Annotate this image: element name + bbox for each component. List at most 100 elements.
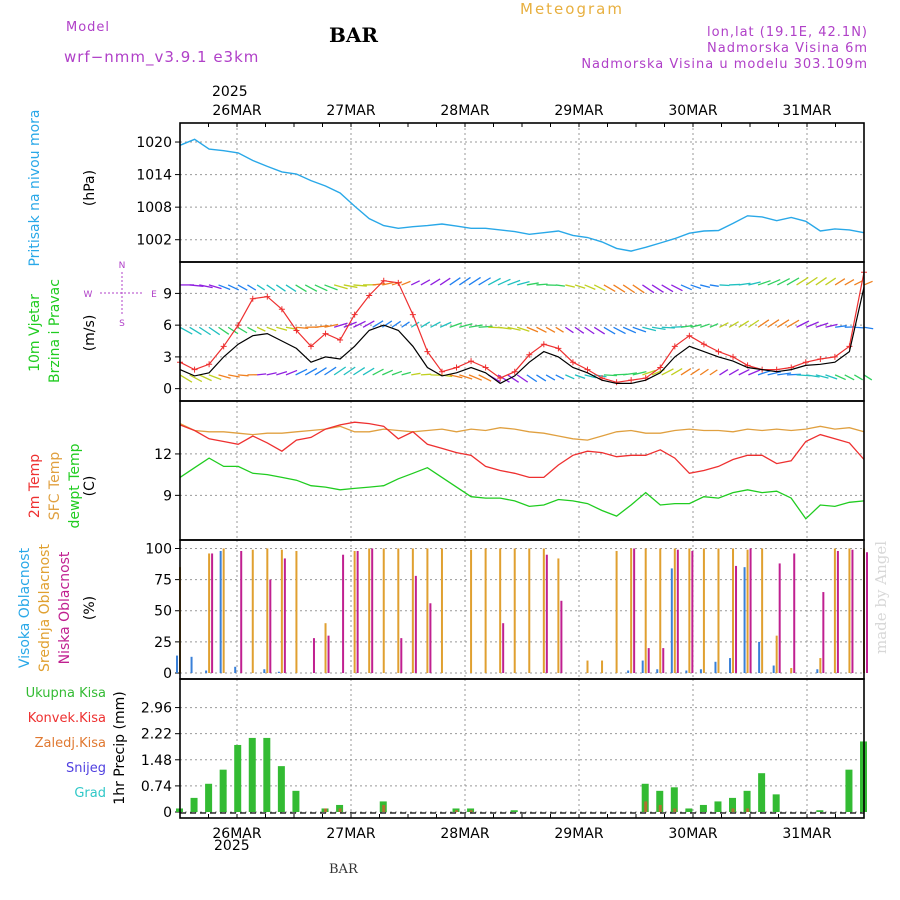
cloud-bar — [382, 548, 385, 673]
cloud-bar — [266, 548, 269, 673]
wind-arrow — [382, 369, 394, 376]
wind-gust-marker — [613, 379, 620, 386]
wind-arrow — [709, 323, 719, 328]
wind-arrow — [767, 371, 782, 376]
wind-arrow — [670, 367, 683, 376]
cloud-bar — [190, 656, 193, 673]
wind-arrow — [690, 324, 702, 328]
wind-arrow — [680, 367, 692, 376]
station-title: BAR — [329, 23, 379, 47]
sfc-temp-line — [179, 423, 865, 441]
wind-arrow — [593, 326, 606, 335]
wind-arrow — [584, 326, 595, 335]
wind-arrow — [748, 319, 760, 328]
wind-arrow — [247, 326, 257, 333]
wind-arrow — [738, 368, 750, 376]
wind-arrow — [651, 284, 664, 293]
wind-arrow — [189, 284, 204, 287]
wind-arrow — [343, 284, 358, 289]
precip-bar — [263, 737, 271, 812]
wind-arrow — [487, 277, 501, 286]
y-tick-label: 100 — [145, 541, 172, 557]
wind-arrow — [295, 284, 307, 293]
cloud-bar — [670, 568, 673, 673]
wind-arrow — [700, 323, 710, 328]
precip-bar — [641, 783, 649, 812]
wind-arrow — [324, 323, 339, 328]
wind-gust-marker — [569, 359, 576, 366]
wind-arrow — [805, 276, 818, 286]
wind-gust-marker — [628, 377, 635, 384]
wind-arrow — [613, 284, 626, 293]
wind-arrow — [449, 322, 463, 328]
cloud-bar — [641, 660, 644, 673]
precip-bar — [656, 790, 664, 812]
precip-bar — [292, 790, 300, 812]
wind-arrow — [507, 374, 520, 383]
wind-gust-marker — [337, 336, 344, 343]
wind-arrow — [449, 374, 463, 379]
wind-arrow — [536, 374, 547, 382]
temp-2m-line — [179, 421, 865, 479]
wind-arrow — [362, 367, 375, 376]
wind-gust-marker — [817, 356, 824, 363]
wind-arrow — [622, 284, 636, 294]
cloud-bar — [222, 548, 225, 673]
wind-arrow — [642, 369, 656, 376]
wind-gust-marker — [730, 353, 737, 360]
cloud-bar — [371, 548, 374, 673]
wind-arrow — [516, 326, 530, 332]
wind-arrow — [304, 367, 318, 376]
wind-arrow — [218, 374, 231, 379]
precip-bar — [743, 790, 751, 812]
wind-arrow — [179, 326, 193, 335]
wind-arrow — [863, 280, 873, 286]
cloud-bar — [414, 575, 417, 673]
day-label-top: 31MAR — [782, 103, 831, 119]
cloud-bar — [822, 592, 825, 673]
wind-arrow — [815, 322, 829, 328]
cloud-bar — [743, 567, 746, 673]
cloud-bar — [758, 641, 761, 673]
wind-arrow — [796, 276, 809, 286]
cloud-bar — [735, 565, 738, 673]
cloud-bar — [659, 548, 662, 673]
wind-arrow — [382, 281, 394, 286]
cloud-bar — [208, 553, 211, 673]
wind-arrow — [410, 321, 420, 328]
year-top: 2025 — [212, 84, 248, 100]
precip-conv-bar — [731, 808, 735, 812]
wind-arrow — [545, 374, 556, 381]
cloud-bar — [836, 550, 839, 673]
wind-arrow — [757, 319, 770, 328]
cloud-bar — [368, 548, 371, 673]
y-tick-label: 12 — [154, 447, 172, 463]
wind-arrow — [844, 374, 855, 381]
wind-arrow — [420, 321, 431, 328]
wind-arrow — [632, 370, 647, 376]
y-tick-label: 1020 — [136, 135, 172, 151]
cloud-bar — [833, 548, 836, 673]
cloud-bar — [866, 552, 868, 673]
precip-bar — [729, 797, 737, 812]
cloud-bar — [219, 550, 222, 673]
cloud-bar — [426, 548, 429, 673]
wind-gust-marker — [802, 359, 809, 366]
wind-arrow — [430, 321, 441, 328]
y-tick-label: 6 — [163, 318, 172, 334]
wind-arrow — [815, 374, 829, 379]
cloud-bar — [702, 548, 705, 673]
wind-arrow — [381, 320, 393, 328]
wind-arrow — [420, 373, 432, 376]
precip-bar — [205, 783, 213, 812]
wind-arrow — [228, 374, 240, 378]
wind-arrow — [680, 284, 693, 291]
wind-arrow — [333, 284, 348, 290]
cloud-bar — [662, 648, 665, 673]
wind-arrow — [497, 326, 512, 330]
wind-arrow — [410, 280, 420, 286]
wind-arrow — [700, 284, 711, 289]
cloud-bar — [440, 548, 443, 673]
wind-arrow — [863, 326, 874, 330]
cloud-bar — [729, 658, 732, 673]
